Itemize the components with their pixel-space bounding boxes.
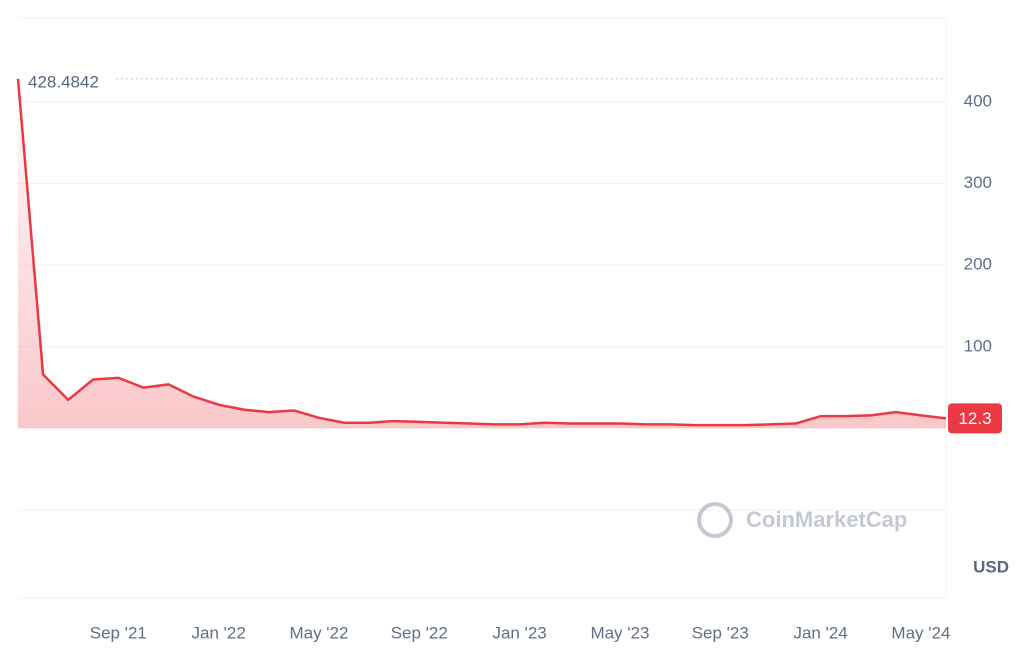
watermark-logo <box>697 502 733 538</box>
y-tick-label: 200 <box>964 255 992 274</box>
y-tick-label: 300 <box>964 173 992 192</box>
x-tick-label: May '23 <box>590 623 649 642</box>
last-badge <box>948 403 1002 434</box>
y-tick-label: 100 <box>964 336 992 355</box>
x-tick-label: May '22 <box>289 623 348 642</box>
y-tick-label: 400 <box>964 92 992 111</box>
watermark-text: CoinMarketCap <box>746 507 907 532</box>
x-tick-label: Jan '23 <box>492 623 546 642</box>
x-tick-label: Sep '23 <box>692 623 749 642</box>
price-line <box>16 78 947 427</box>
currency-label: USD <box>973 557 1009 576</box>
x-tick-label: Jan '24 <box>793 623 847 642</box>
area <box>18 78 946 429</box>
x-tick-label: Sep '21 <box>90 623 147 642</box>
x-tick-label: Sep '22 <box>391 623 448 642</box>
x-tick-label: May '24 <box>891 623 950 642</box>
watermark: CoinMarketCap <box>697 502 907 538</box>
last-label: 12.3 <box>958 409 991 428</box>
max-label: 428.4842 <box>28 72 99 91</box>
x-tick-label: Jan '22 <box>192 623 246 642</box>
